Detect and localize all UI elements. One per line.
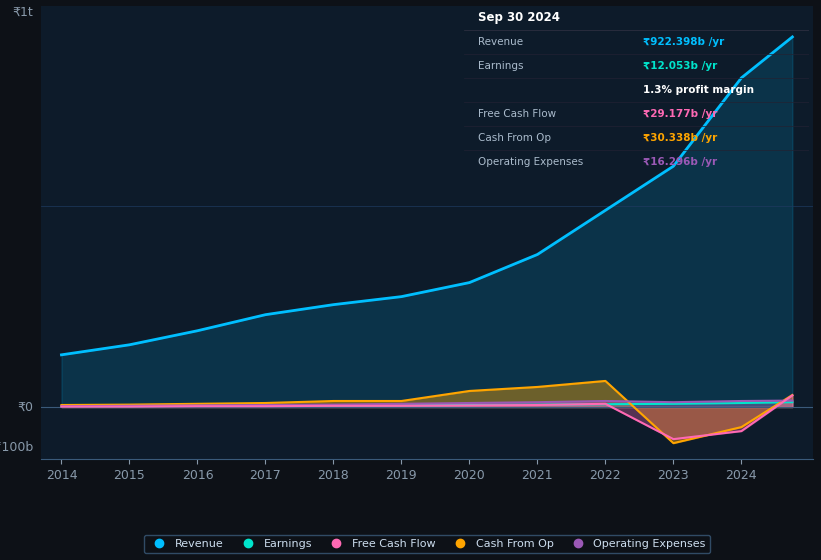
Text: Earnings: Earnings (478, 60, 523, 71)
Text: Free Cash Flow: Free Cash Flow (478, 109, 556, 119)
Text: Revenue: Revenue (478, 36, 523, 46)
Text: ₹0: ₹0 (17, 400, 34, 413)
Text: ₹922.398b /yr: ₹922.398b /yr (643, 36, 724, 46)
Text: ₹1t: ₹1t (12, 6, 34, 18)
Text: 1.3% profit margin: 1.3% profit margin (643, 85, 754, 95)
Text: -₹100b: -₹100b (0, 441, 34, 454)
Text: ₹16.296b /yr: ₹16.296b /yr (643, 157, 718, 167)
Text: ₹29.177b /yr: ₹29.177b /yr (643, 109, 718, 119)
Text: Operating Expenses: Operating Expenses (478, 157, 583, 167)
Text: ₹12.053b /yr: ₹12.053b /yr (643, 60, 718, 71)
Text: Cash From Op: Cash From Op (478, 133, 551, 143)
Text: Sep 30 2024: Sep 30 2024 (478, 11, 560, 24)
Legend: Revenue, Earnings, Free Cash Flow, Cash From Op, Operating Expenses: Revenue, Earnings, Free Cash Flow, Cash … (144, 535, 710, 553)
Text: ₹30.338b /yr: ₹30.338b /yr (643, 133, 718, 143)
